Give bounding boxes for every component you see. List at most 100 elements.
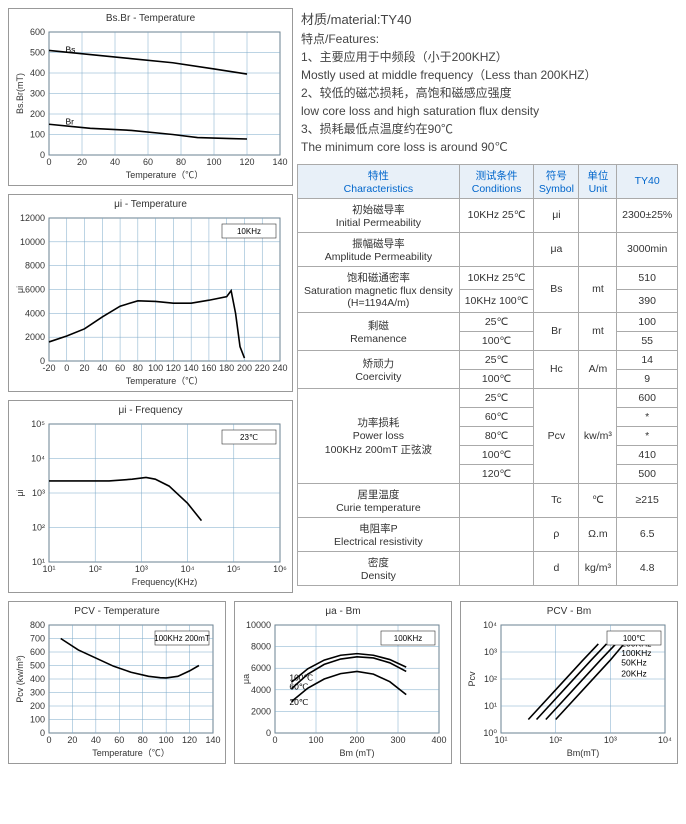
svg-text:0: 0 bbox=[64, 363, 69, 373]
svg-text:Frequency(KHz): Frequency(KHz) bbox=[132, 577, 198, 587]
svg-text:10²: 10² bbox=[89, 564, 102, 574]
chart-title: μa - Bm bbox=[239, 606, 447, 617]
cell: 80℃ bbox=[459, 426, 534, 445]
svg-text:0: 0 bbox=[266, 728, 271, 738]
hdr: Unit bbox=[583, 183, 612, 195]
cell: A/m bbox=[579, 350, 617, 388]
svg-text:0: 0 bbox=[46, 735, 51, 745]
cell: * bbox=[617, 407, 678, 426]
svg-text:0: 0 bbox=[46, 157, 51, 167]
svg-text:300: 300 bbox=[30, 688, 45, 698]
cell: 2300±25% bbox=[617, 198, 678, 232]
cell: 100℃ bbox=[459, 445, 534, 464]
svg-text:10KHz: 10KHz bbox=[237, 227, 261, 236]
svg-text:80: 80 bbox=[133, 363, 143, 373]
feature-line: 3、损耗最低点温度约在90℃ bbox=[301, 120, 674, 138]
cell: 14 bbox=[617, 350, 678, 369]
cell: 60℃ bbox=[459, 407, 534, 426]
svg-text:4000: 4000 bbox=[25, 308, 45, 318]
cell: Amplitude Permeability bbox=[302, 251, 455, 263]
cell: 390 bbox=[617, 289, 678, 312]
cell: Coercivity bbox=[302, 371, 455, 383]
svg-text:0: 0 bbox=[40, 728, 45, 738]
svg-text:200: 200 bbox=[237, 363, 252, 373]
cell: mt bbox=[579, 312, 617, 350]
hdr: Symbol bbox=[538, 183, 574, 195]
cell: μi bbox=[534, 198, 579, 232]
hdr: 单位 bbox=[583, 168, 612, 183]
svg-text:300: 300 bbox=[30, 89, 45, 99]
material-label: 材质/material: bbox=[301, 12, 380, 27]
svg-text:Bs.Br(mT): Bs.Br(mT) bbox=[15, 73, 25, 114]
cell: 10KHz 100℃ bbox=[459, 289, 534, 312]
chart-title: PCV - Bm bbox=[465, 606, 673, 617]
table-row: 功率损耗Power loss100KHz 200mT 正弦波 25℃ Pcv k… bbox=[298, 388, 678, 407]
table-row: 电阻率PElectrical resistivity ρ Ω.m 6.5 bbox=[298, 517, 678, 551]
svg-text:10³: 10³ bbox=[32, 488, 45, 498]
cell: 初始磁导率 bbox=[302, 202, 455, 217]
cell: 510 bbox=[617, 266, 678, 289]
cell: 100℃ bbox=[459, 331, 534, 350]
table-row: 居里温度Curie temperature Tc ℃ ≥215 bbox=[298, 483, 678, 517]
cell: 3000min bbox=[617, 232, 678, 266]
svg-text:10⁵: 10⁵ bbox=[31, 419, 45, 429]
svg-text:Br: Br bbox=[66, 116, 75, 126]
svg-text:10²: 10² bbox=[549, 735, 562, 745]
svg-text:140: 140 bbox=[184, 363, 199, 373]
svg-text:40: 40 bbox=[91, 735, 101, 745]
svg-text:80: 80 bbox=[138, 735, 148, 745]
hdr: Conditions bbox=[464, 183, 530, 195]
cell bbox=[579, 198, 617, 232]
svg-text:100KHz 200mT: 100KHz 200mT bbox=[154, 634, 210, 643]
table-row: 密度Density d kg/m³ 4.8 bbox=[298, 551, 678, 585]
table-row: 初始磁导率Initial Permeability 10KHz 25℃ μi 2… bbox=[298, 198, 678, 232]
cell: ≥215 bbox=[617, 483, 678, 517]
right-content: 材质/material:TY40 特点/Features: 1、主要应用于中频段… bbox=[297, 8, 678, 593]
svg-text:180: 180 bbox=[219, 363, 234, 373]
svg-text:10000: 10000 bbox=[20, 237, 45, 247]
svg-text:140: 140 bbox=[272, 157, 287, 167]
svg-text:6000: 6000 bbox=[25, 285, 45, 295]
left-charts: Bs.Br - Temperature 02040608010012014001… bbox=[8, 8, 293, 593]
cell: 55 bbox=[617, 331, 678, 350]
svg-text:μi: μi bbox=[15, 489, 25, 496]
cell: Ω.m bbox=[579, 517, 617, 551]
svg-text:40: 40 bbox=[97, 363, 107, 373]
chart-ui-temp: μi - Temperature -2002040608010012014016… bbox=[8, 194, 293, 392]
svg-text:100: 100 bbox=[308, 735, 323, 745]
cell: 振幅磁导率 bbox=[302, 236, 455, 251]
svg-text:200: 200 bbox=[349, 735, 364, 745]
cell: 功率损耗 bbox=[302, 415, 455, 430]
hdr: TY40 bbox=[617, 164, 678, 198]
svg-text:800: 800 bbox=[30, 620, 45, 630]
svg-text:10²: 10² bbox=[32, 523, 45, 533]
svg-text:20: 20 bbox=[80, 363, 90, 373]
cell: 410 bbox=[617, 445, 678, 464]
svg-text:10⁴: 10⁴ bbox=[31, 454, 45, 464]
cell: μa bbox=[534, 232, 579, 266]
table-row: 剩磁Remanence 25℃ Br mt 100 bbox=[298, 312, 678, 331]
svg-text:10³: 10³ bbox=[484, 647, 497, 657]
chart-title: μi - Frequency bbox=[13, 405, 288, 416]
svg-text:400: 400 bbox=[431, 735, 446, 745]
svg-text:60: 60 bbox=[143, 157, 153, 167]
features-block: 材质/material:TY40 特点/Features: 1、主要应用于中频段… bbox=[297, 8, 678, 158]
svg-text:10⁴: 10⁴ bbox=[483, 620, 497, 630]
chart-title: μi - Temperature bbox=[13, 199, 288, 210]
cell: Electrical resistivity bbox=[302, 536, 455, 548]
cell: Pcv bbox=[534, 388, 579, 483]
chart-ua-bm: μa - Bm 01002003004000200040006000800010… bbox=[234, 601, 452, 764]
cell bbox=[579, 232, 617, 266]
svg-text:240: 240 bbox=[272, 363, 287, 373]
svg-text:2000: 2000 bbox=[251, 706, 271, 716]
chart-pcv-temp: PCV - Temperature 0204060801001201400100… bbox=[8, 601, 226, 764]
cell: 100℃ bbox=[459, 369, 534, 388]
cell: * bbox=[617, 426, 678, 445]
svg-text:20℃: 20℃ bbox=[289, 697, 308, 707]
cell: ρ bbox=[534, 517, 579, 551]
svg-text:10000: 10000 bbox=[246, 620, 271, 630]
svg-text:8000: 8000 bbox=[25, 261, 45, 271]
svg-text:Temperature（℃）: Temperature（℃） bbox=[126, 170, 204, 180]
svg-text:2000: 2000 bbox=[25, 332, 45, 342]
svg-text:Bs: Bs bbox=[66, 45, 76, 55]
